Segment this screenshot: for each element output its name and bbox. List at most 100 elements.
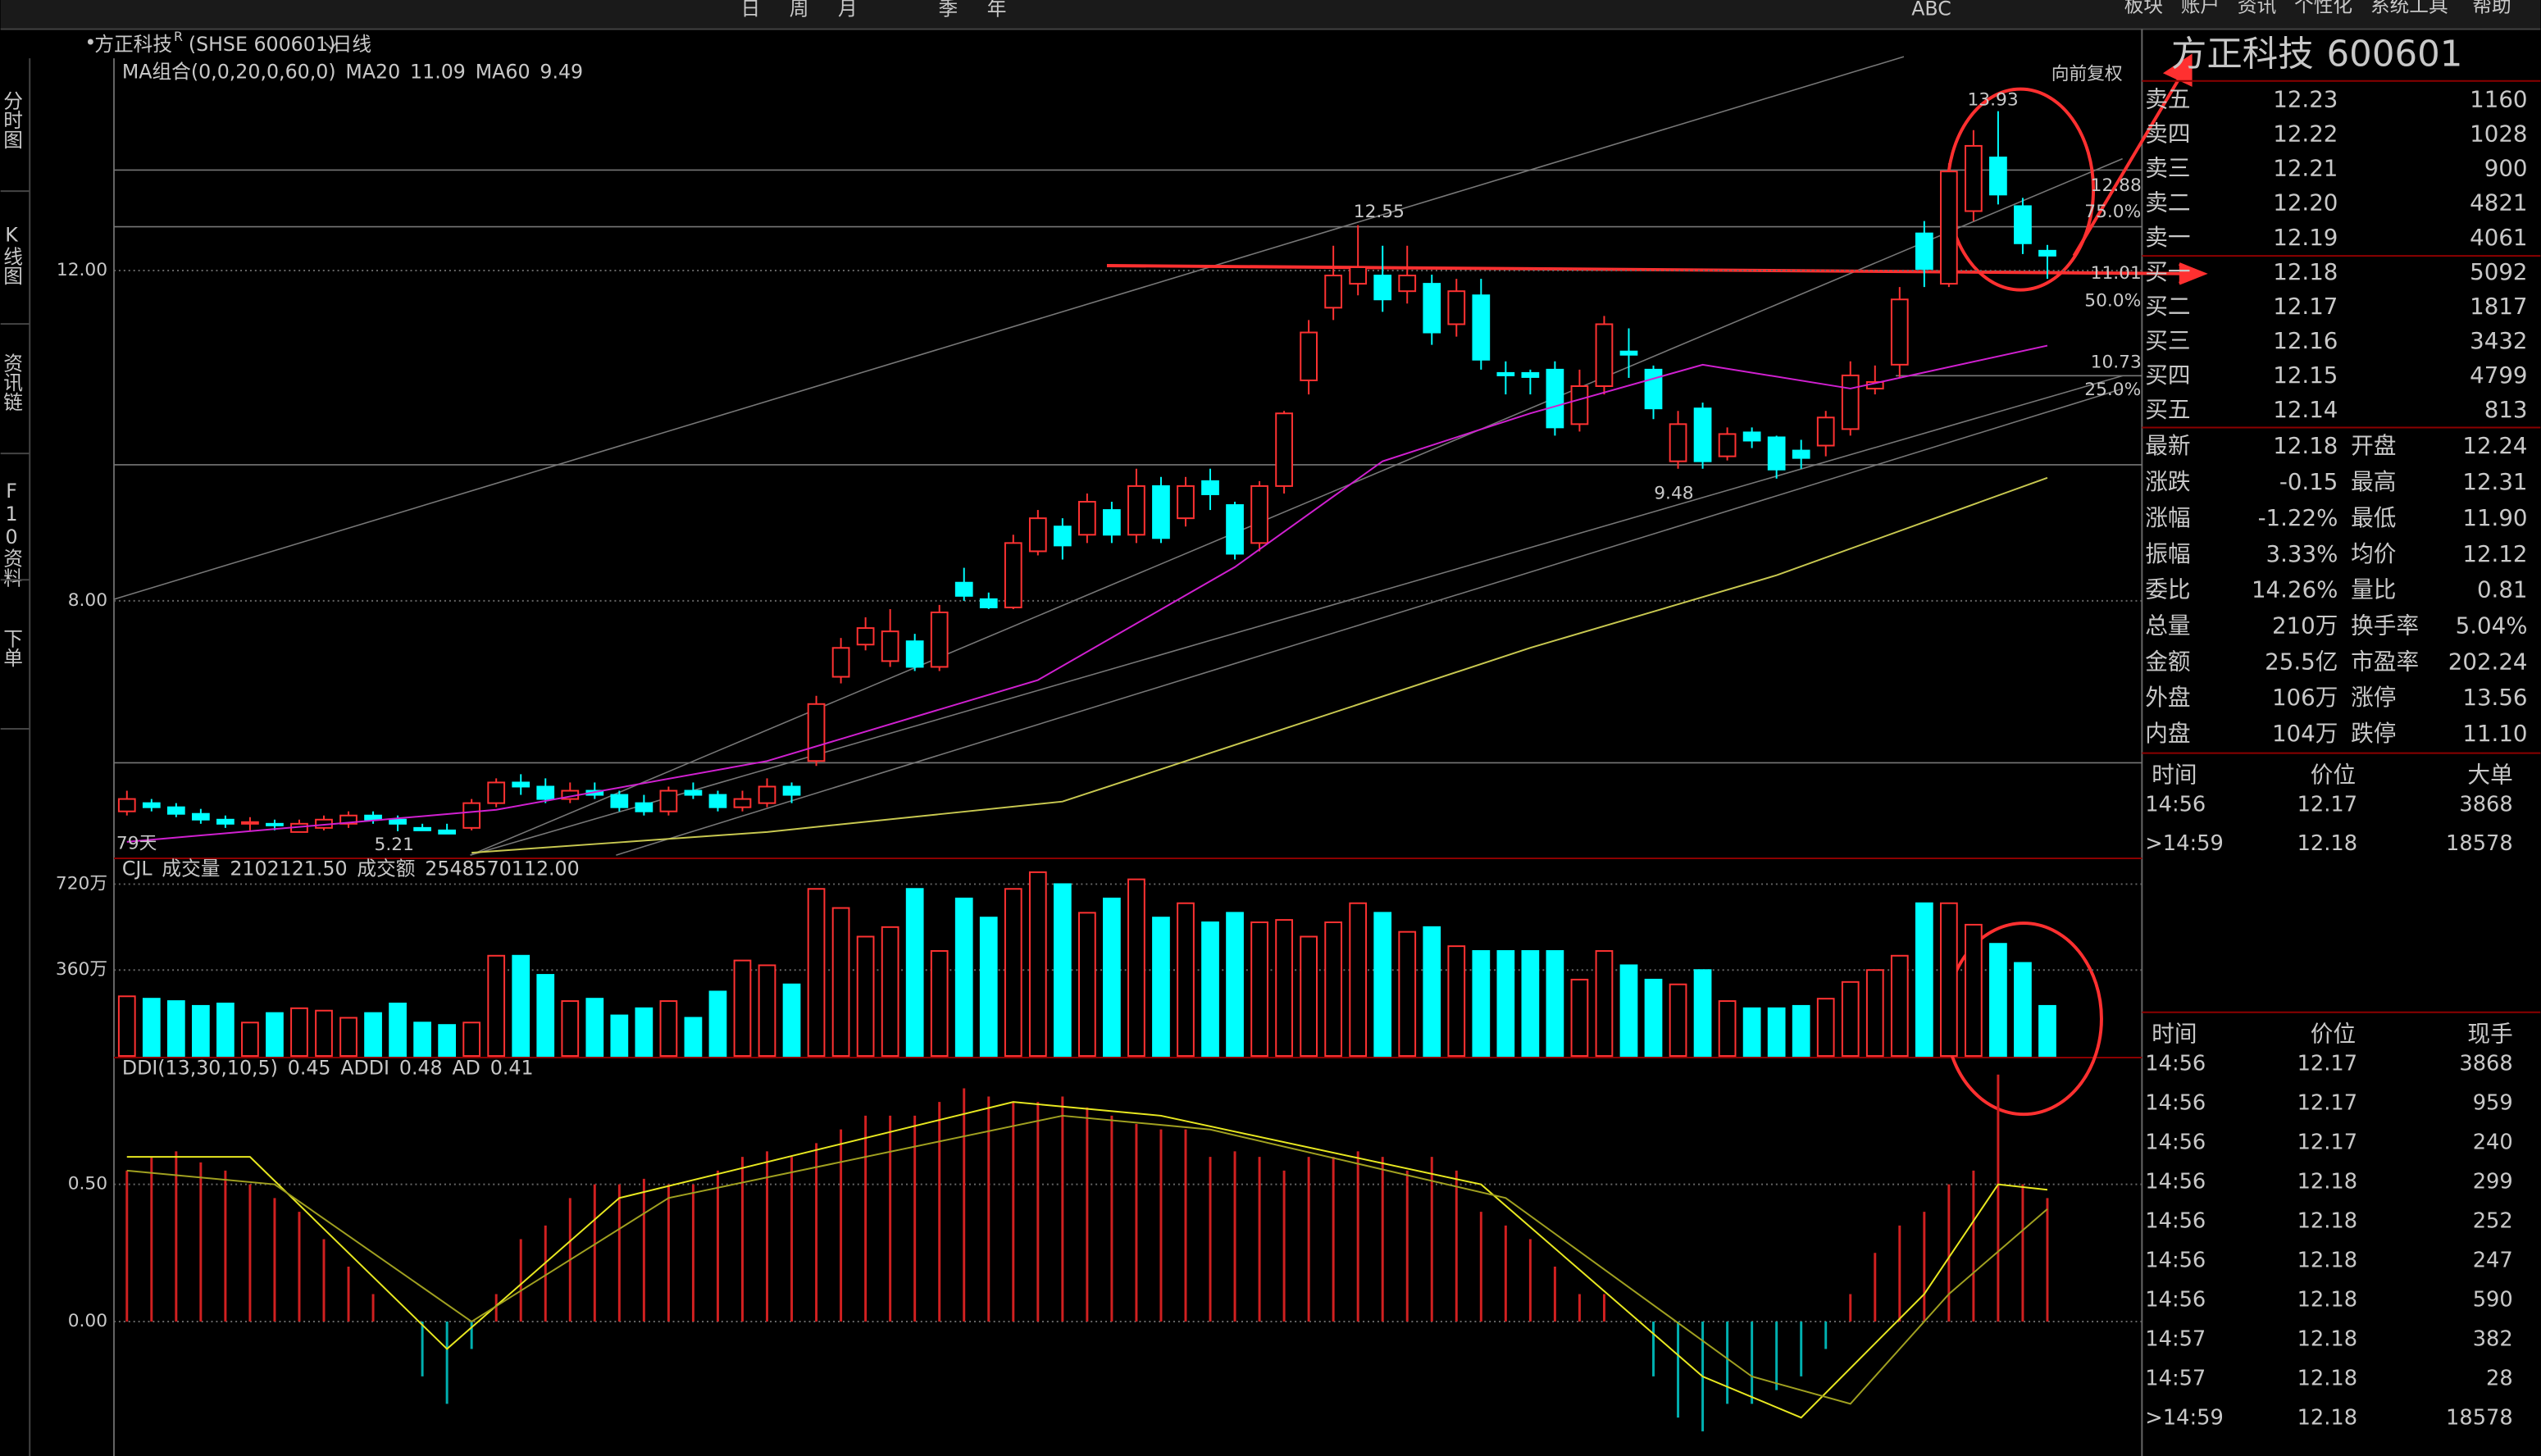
book-price: 12.16 <box>2273 327 2338 354</box>
legend-text: 成交量 <box>162 857 220 880</box>
volume-bar <box>1152 917 1170 1058</box>
volume-bar <box>1324 921 1343 1058</box>
row-price: 12.17 <box>2297 1051 2358 1076</box>
volume-bar <box>1767 1007 1786 1058</box>
candle-body <box>930 611 949 668</box>
stat-value: 12.31 <box>2462 468 2527 495</box>
sidebar-tab[interactable]: 资讯链 <box>0 353 23 412</box>
candle-body <box>1472 294 1491 361</box>
stat-value: 106万 <box>2272 684 2338 711</box>
ma-line <box>471 476 2048 854</box>
volume-bar <box>1300 935 1318 1058</box>
row-volume: 18578 <box>2446 1405 2513 1430</box>
dropdown-icon[interactable] <box>324 41 339 50</box>
ddi-line <box>126 1101 2048 1419</box>
volume-bar <box>1742 1007 1761 1058</box>
stat-label: 最低 <box>2351 504 2396 531</box>
stat-label: 总量 <box>2145 612 2190 639</box>
volume-bar <box>315 1009 333 1058</box>
candle-body <box>1300 331 1318 381</box>
toolbar-item[interactable]: 月 <box>838 0 858 20</box>
candle-body <box>216 818 235 825</box>
candle-body <box>339 814 357 825</box>
volume-bar <box>512 954 531 1058</box>
toolbar-item[interactable]: 年 <box>987 0 1007 20</box>
candle-body <box>1127 485 1145 536</box>
stock-name: 方正科技 <box>94 33 172 56</box>
candle-body <box>1890 298 1909 366</box>
toolbar-item[interactable]: 日 <box>741 0 761 20</box>
row-volume: 240 <box>2473 1130 2513 1154</box>
book-label: 买四 <box>2145 362 2190 389</box>
menu-tab[interactable]: 帮助 <box>2472 0 2511 16</box>
period[interactable]: 日线 <box>333 33 371 56</box>
volume-bar <box>831 907 850 1058</box>
menu-tab[interactable]: 板块 <box>2124 0 2163 16</box>
candle-body <box>1078 501 1096 536</box>
volume-bar <box>1718 1000 1737 1058</box>
row-price: 12.18 <box>2297 1326 2358 1351</box>
stat-label: 最新 <box>2145 432 2190 459</box>
volume-bar <box>142 998 161 1058</box>
menu-tab[interactable]: 系统工具 <box>2370 0 2448 16</box>
sidebar-tab[interactable]: 分时图 <box>0 90 23 148</box>
legend-text: 11.09 <box>410 60 466 83</box>
chart-annotation: 13.93 <box>1967 89 2018 110</box>
sidebar-tab[interactable]: K线图 <box>0 224 23 286</box>
candle-body <box>191 812 210 821</box>
book-label: 买三 <box>2145 327 2190 354</box>
candle-body <box>1324 275 1343 309</box>
book-label: 卖一 <box>2145 224 2190 251</box>
book-volume: 900 <box>2484 155 2528 182</box>
toolbar-item[interactable]: 季 <box>939 0 959 20</box>
candle-body <box>733 798 752 808</box>
volume-bar <box>1546 949 1564 1058</box>
candle-body <box>1398 275 1417 293</box>
row-volume: 252 <box>2473 1208 2513 1233</box>
stat-value: -0.15 <box>2279 468 2338 495</box>
toolbar-item[interactable]: 周 <box>790 0 809 20</box>
menu-tab[interactable]: 账户 <box>2181 0 2220 16</box>
volume-bar <box>1177 902 1195 1058</box>
candle-body <box>635 802 653 812</box>
menu-tab[interactable]: 个性化 <box>2294 0 2352 16</box>
candle-body <box>142 802 161 808</box>
row-time: >14:59 <box>2145 1405 2224 1430</box>
menu-tab[interactable]: 资讯 <box>2238 0 2276 16</box>
volume-bar <box>1890 954 1909 1058</box>
book-volume: 1160 <box>2470 85 2527 112</box>
legend-text: AD <box>452 1056 480 1079</box>
stat-value: 3.33% <box>2266 540 2338 567</box>
row-price: 12.18 <box>2297 1248 2358 1272</box>
chart-annotation: 25.0% <box>2084 380 2141 400</box>
volume-bar <box>1915 902 1933 1058</box>
volume-bar <box>1644 978 1663 1058</box>
volume-bar <box>954 897 973 1058</box>
y-tick-label: 720万 <box>56 873 107 894</box>
candle-body <box>1965 144 1983 212</box>
volume-bar <box>413 1021 431 1058</box>
stat-value: 12.12 <box>2462 540 2527 567</box>
sidebar-tab[interactable]: F10资料 <box>0 480 23 588</box>
candle-body <box>241 821 259 825</box>
stat-value: 0.81 <box>2477 576 2528 603</box>
annotation-marks <box>1106 53 2208 1117</box>
candle-body <box>1742 431 1761 442</box>
legend-text: 2102121.50 <box>230 857 347 880</box>
toolbar-item[interactable]: ABC <box>1911 0 1951 20</box>
row-time: 14:57 <box>2145 1366 2206 1390</box>
volume-bar <box>1521 949 1540 1058</box>
book-volume: 5092 <box>2470 258 2527 285</box>
volume-bar <box>758 964 776 1058</box>
volume-bar <box>905 888 924 1058</box>
candle-body <box>1669 423 1687 462</box>
legend-text: DDI(13,30,10,5) <box>122 1056 278 1079</box>
stat-value: 14.26% <box>2252 576 2338 603</box>
volume-bar <box>1373 912 1392 1058</box>
volume-bar <box>979 917 998 1058</box>
header-dot: • <box>84 31 96 54</box>
candle-body <box>1939 171 1958 285</box>
sidebar-tab[interactable]: 下单 <box>0 629 23 668</box>
row-time: 14:56 <box>2145 1090 2206 1115</box>
candle-body <box>1644 368 1663 410</box>
